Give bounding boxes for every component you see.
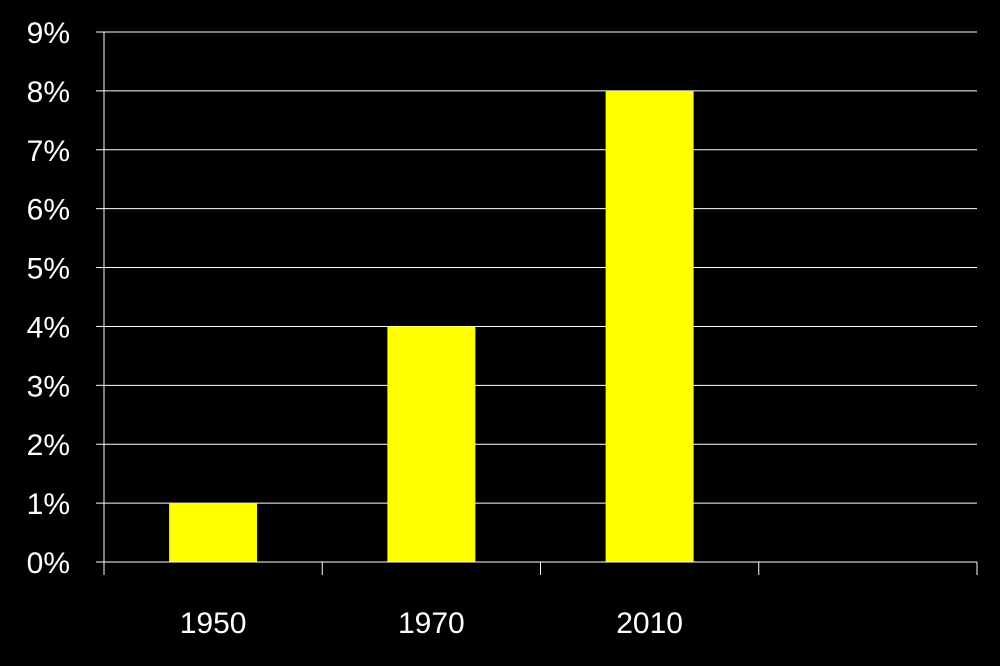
y-tick-label: 4%	[27, 311, 70, 344]
y-tick-label: 6%	[27, 194, 70, 227]
bar-2010	[605, 90, 694, 562]
x-tick-label: 1950	[180, 607, 247, 640]
y-tick-label: 7%	[27, 135, 70, 168]
y-tick-label: 0%	[27, 547, 70, 580]
tick-labels: 0% 1% 2% 3% 4% 5% 6% 7% 8% 9% 1950 1970 2010	[27, 17, 683, 640]
x-tick-label: 1970	[398, 607, 465, 640]
y-tick-label: 9%	[27, 17, 70, 50]
bars	[169, 90, 694, 562]
bar-1950	[169, 503, 258, 562]
y-tick-label: 5%	[27, 253, 70, 286]
y-tick-label: 2%	[27, 429, 70, 462]
bar-1970	[387, 326, 476, 562]
y-tick-label: 8%	[27, 76, 70, 109]
y-tick-label: 3%	[27, 370, 70, 403]
axes	[96, 31, 978, 575]
x-tick-label: 2010	[616, 607, 683, 640]
gridlines	[104, 31, 977, 504]
y-tick-label: 1%	[27, 488, 70, 521]
